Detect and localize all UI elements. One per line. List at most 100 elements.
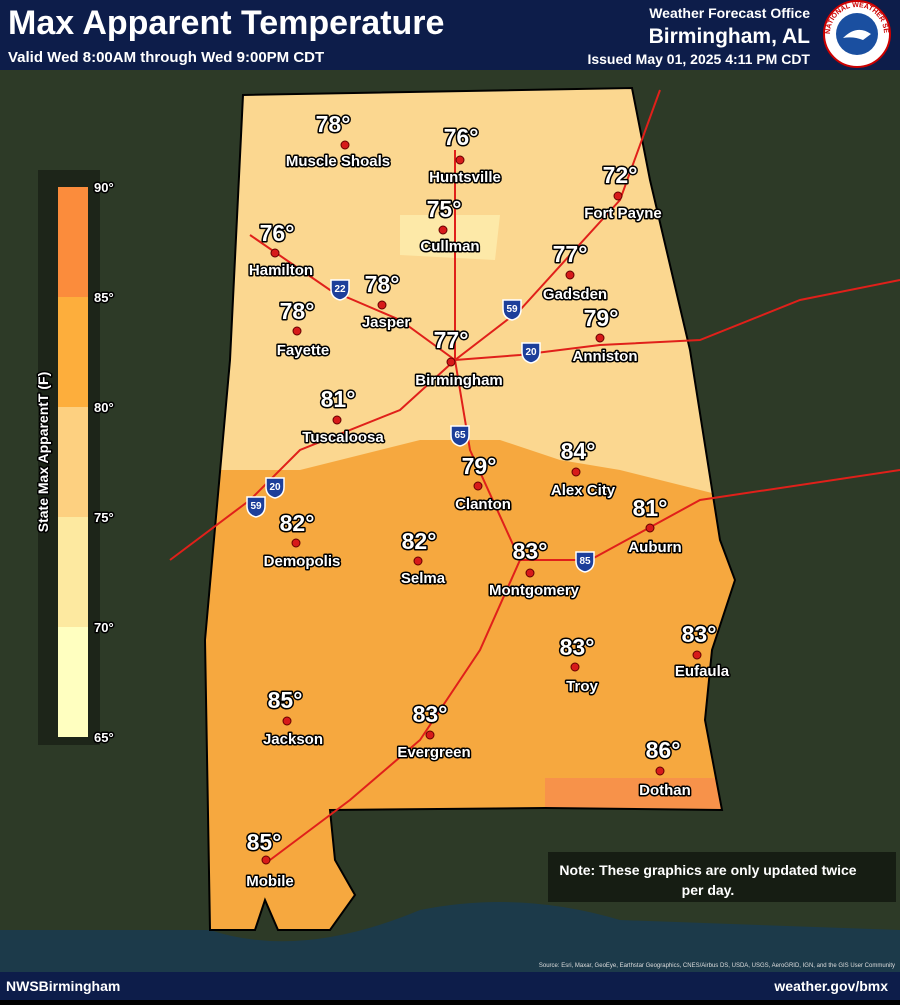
note: Note: These graphics are only updated tw… [559,862,856,898]
city-name: Anniston [573,348,638,365]
city-dot [425,730,435,740]
city-temp: 83° [560,634,595,660]
source: Source: Esri, Maxar, GeoEye, Earthstar G… [539,963,895,969]
legend-tick-label: 65° [94,730,114,745]
legend-swatch [58,297,88,407]
cities: 78° Muscle Shoals 76° Huntsville 72° Fort Pay… [245,110,731,892]
legend: 90° 85° 80° 75° 70° 65° [58,179,115,747]
city-name: Evergreen [397,744,470,761]
location: Birmingham, AL [649,25,811,48]
city-dot [595,333,605,343]
gulf-water [0,902,900,972]
city-temp: 78° [316,111,351,137]
city-temp: 75° [427,196,462,222]
city-dot [565,270,575,280]
city-temp: 77° [553,241,588,267]
city-dot [261,855,271,865]
shield [265,477,285,499]
city-temp: 76° [260,220,295,246]
city-dot [525,568,535,578]
footer-right: weather.gov/bmx [773,978,888,994]
note-panel [548,852,896,902]
city-temp: 76° [444,124,479,150]
city-name: Mobile [246,873,294,890]
city-dot [645,523,655,533]
city-temp: 85° [247,829,282,855]
shield-number: 59 [506,304,518,315]
city-temp: 78° [365,271,400,297]
city-dot [455,155,465,165]
shield-number: 22 [334,284,346,295]
city-name: Birmingham [415,372,503,389]
city-name: Auburn [628,539,681,556]
city-dot [571,467,581,477]
city-dot [292,326,302,336]
legend-swatch [58,627,88,737]
city-name: Troy [566,678,598,695]
city-dot [291,538,301,548]
city-temp: 79° [584,305,619,331]
city-name: Selma [401,570,446,587]
city-name: Hamilton [249,262,313,279]
shield-number: 85 [579,556,591,567]
city-dot [340,140,350,150]
shield [450,425,470,447]
interstate-shields: 22 59 20 65 20 59 85 [246,279,595,573]
city-dot [438,225,448,235]
city-name: Montgomery [489,582,580,599]
legend-tick-label: 80° [94,400,114,415]
city-dot [446,357,456,367]
city-name: Jasper [362,314,411,331]
shield-number: 20 [269,482,281,493]
city-dot [377,300,387,310]
legend-tick-label: 70° [94,620,114,635]
city-temp: 85° [268,687,303,713]
city-temp: 78° [280,298,315,324]
city-dot [655,766,665,776]
city-temp: 86° [646,737,681,763]
city-dot [570,662,580,672]
city-name: Gadsden [543,286,607,303]
legend-swatch [58,187,88,297]
city-name: Fort Payne [584,205,662,222]
city-temp: 83° [682,621,717,647]
city-dot [270,248,280,258]
temperature-field [205,88,735,930]
city-name: Demopolis [264,553,341,570]
city-name: Eufaula [675,663,730,680]
legend-tick-label: 85° [94,290,114,305]
city-name: Cullman [420,238,479,255]
city-dot [413,556,423,566]
city-temp: 82° [280,510,315,536]
city-temp: 81° [633,495,668,521]
city-temp: 81° [321,386,356,412]
legend-swatch [58,517,88,627]
issued: Issued May 01, 2025 4:11 PM CDT [587,51,810,67]
legend-tick-label: 90° [94,180,114,195]
city-name: Jackson [263,731,323,748]
state-border [203,86,737,931]
shield-number: 59 [250,501,262,512]
city-temp: 72° [603,162,638,188]
city-dot [473,481,483,491]
city-temp: 77° [434,327,469,353]
city-temp: 79° [462,453,497,479]
zone-70-75 [400,215,500,260]
shield-number: 20 [525,347,537,358]
subtitle: Valid Wed 8:00AM through Wed 9:00PM CDT [8,49,324,66]
city-name: Alex City [551,482,616,499]
legend-swatch [58,407,88,517]
zone-85-90 [545,778,725,813]
shield [521,342,541,364]
title: Max Apparent Temperature [8,4,444,42]
city-name: Dothan [639,782,691,799]
legend-title: State Max ApparentT (F) [35,372,51,533]
city-temp: 84° [561,438,596,464]
city-dot [613,191,623,201]
shield [330,279,350,301]
city-dot [692,650,702,660]
office: Weather Forecast Office [649,5,810,21]
legend-tick-label: 75° [94,510,114,525]
city-name: Huntsville [429,169,501,186]
